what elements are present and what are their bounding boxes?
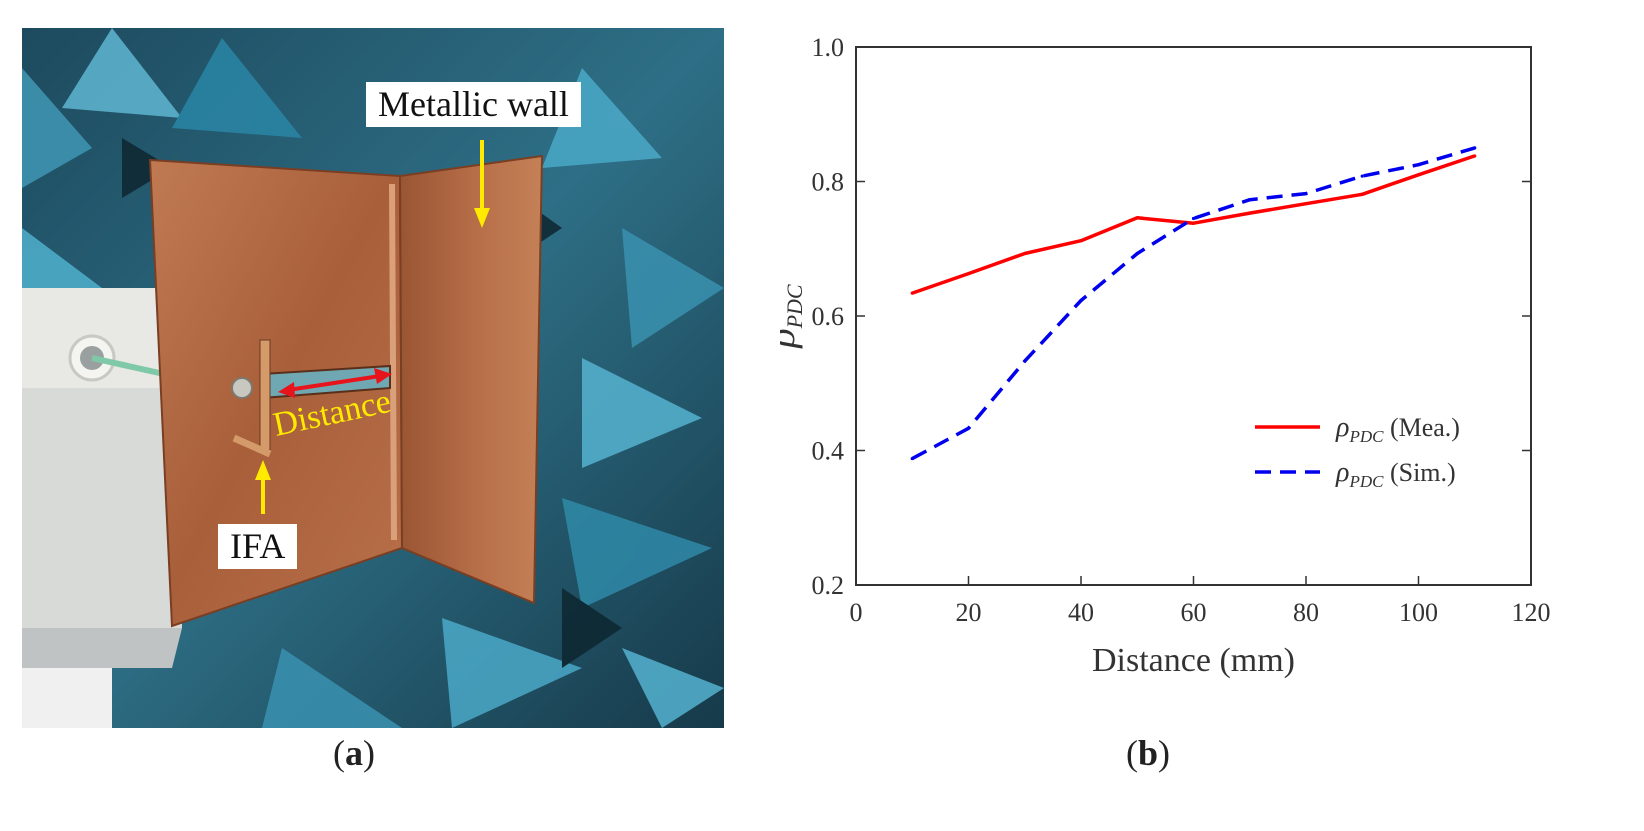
series-1-point [1248,198,1252,202]
y-axis-label-symbol: ρ [780,328,803,349]
distance-arrow [278,368,392,398]
series-0-point [1248,211,1252,215]
series-1-point [1191,216,1196,221]
legend-subscript: PDC [1348,427,1384,446]
legend-symbol: ρ [1335,457,1349,488]
series-1-point [1023,359,1027,363]
axis-ticks: 0 20 40 60 80 100 120 0.2 0.4 0.6 0.8 1.0 [812,33,1551,627]
measurement-photo: Distance Metallic wall IFA [22,28,724,728]
x-tick-label: 120 [1512,598,1551,627]
legend-subscript: PDC [1348,472,1384,491]
x-tick-label: 100 [1399,598,1438,627]
series-0-point [1079,239,1083,243]
series-1-point [1360,174,1364,178]
y-axis-label-subscript: PDC [782,284,807,329]
x-tick-label: 20 [956,598,982,627]
panel-a-caption-letter: a [345,733,363,773]
ifa-label: IFA [218,524,298,570]
metallic-wall-panel [398,154,544,605]
y-axis-label: ρPDC [780,284,807,350]
ifa-antenna [231,339,272,458]
ifa-pointer-arrow [255,460,271,514]
wall-hinge [389,183,397,541]
series-1-point [1416,163,1421,167]
photo-drawing: Distance [22,28,724,728]
y-tick-label: 0.4 [812,437,845,466]
y-tick-label: 0.8 [812,168,845,197]
chart-legend: ρPDC (Mea.)ρPDC (Sim.) [1255,412,1460,491]
x-tick-label: 0 [850,598,863,627]
panel-b-caption-letter: b [1137,733,1159,773]
legend-suffix: (Sim.) [1383,458,1455,487]
series-0-point [1304,202,1308,206]
pdc-line-chart: 0 20 40 60 80 100 120 0.2 0.4 0.6 0.8 1.0 Distance … [758,33,1551,679]
series-lines [910,146,1477,461]
series-0-point [1416,173,1421,177]
y-tick-label: 1.0 [812,33,845,62]
series-0-point [1023,251,1027,256]
y-tick-label: 0.6 [812,302,845,331]
series-1-point [910,456,914,461]
series-0-point [910,291,914,295]
panel-b-caption: (b) [1088,732,1208,774]
x-tick-label: 40 [1068,598,1094,627]
y-tick-label: 0.2 [812,571,845,600]
panel-a-caption: (a) [294,732,414,774]
series-1-point [1079,298,1083,303]
series-0-point [1473,154,1477,158]
panel-b-caption-open: ( [1125,733,1138,773]
legend-label-1: ρPDC (Sim.) [1335,457,1456,491]
legend-suffix: (Mea.) [1383,413,1460,442]
legend-label-0: ρPDC (Mea.) [1335,412,1460,446]
series-0-point [1191,221,1196,225]
legend-symbol: ρ [1335,412,1349,443]
x-axis-label: Distance (mm) [1092,642,1295,679]
series-1-point [1473,146,1477,150]
plot-area-frame [855,46,1532,586]
series-0-point [1360,192,1364,196]
series-1-point [1304,192,1308,196]
series-line-1 [911,146,1476,461]
pdc-chart-panel: 0 20 40 60 80 100 120 0.2 0.4 0.6 0.8 1.0 Distance … [758,0,1644,826]
metallic-wall-label: Metallic wall [366,82,581,128]
series-1-point [1135,251,1139,256]
x-tick-label: 80 [1293,598,1319,627]
panel-a-caption-open: ( [333,733,345,773]
series-1-point [966,426,971,430]
panel-a-caption-close: ) [363,733,375,773]
metallic-wall-pointer-arrow [474,140,490,228]
panel-b-caption-close: ) [1158,733,1171,773]
x-tick-label: 60 [1181,598,1207,627]
series-0-point [966,272,971,276]
series-0-point [1135,216,1139,220]
